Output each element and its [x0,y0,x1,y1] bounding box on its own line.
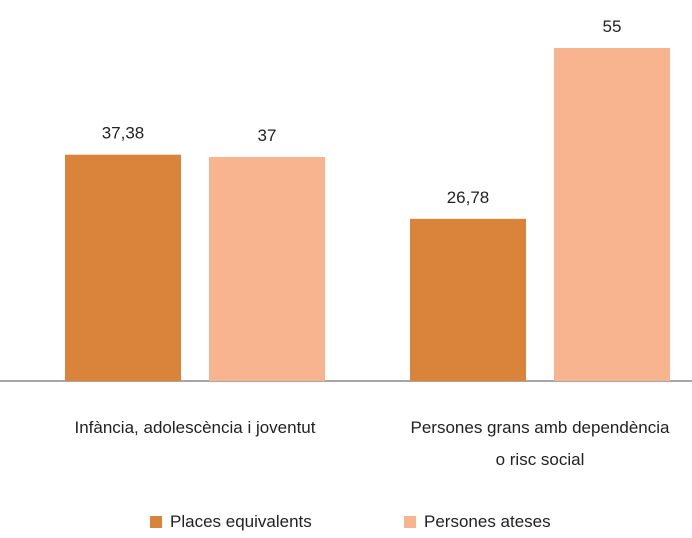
category-label: Infància, adolescència i joventut [74,418,316,437]
bar [65,154,181,381]
value-label: 26,78 [447,188,490,207]
bar [209,156,325,381]
legend-swatch [150,516,162,528]
category-label: Persones grans amb dependència o risc so… [410,418,670,469]
value-label: 37 [258,126,277,145]
legend-label: Persones ateses [424,512,551,531]
value-label: 37,38 [102,124,145,143]
legend-swatch [404,516,416,528]
bar [554,48,670,381]
legend-label: Places equivalents [170,512,312,531]
bar [410,218,526,381]
value-label: 55 [603,17,622,36]
legend-item: Places equivalents [150,512,312,532]
legend-item: Persones ateses [404,512,551,532]
